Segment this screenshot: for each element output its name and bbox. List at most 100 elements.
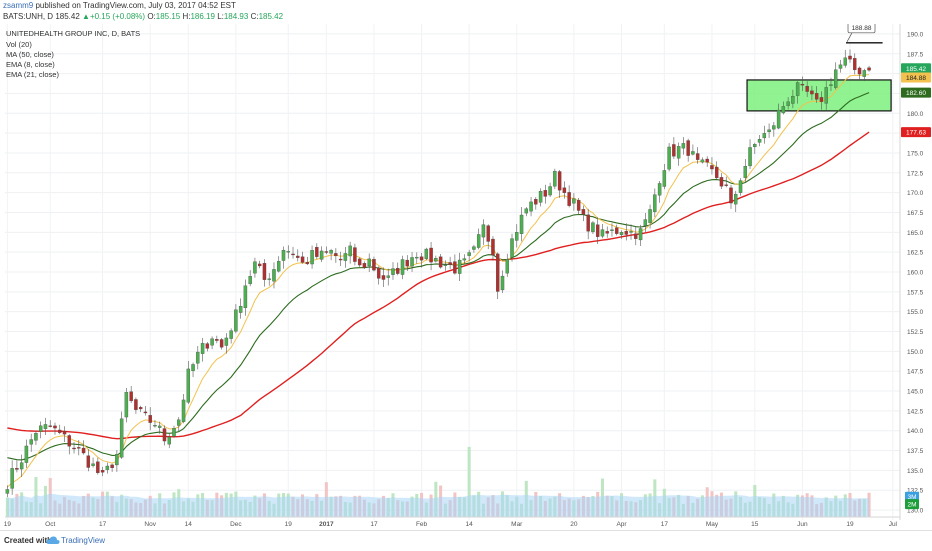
chart-header: zsamm9 published on TradingView.com, Jul… [0,0,932,24]
open-label: O: [147,12,156,21]
candle-168 [805,81,809,97]
candle-150 [719,173,724,190]
candle-55 [267,272,271,286]
candle-body-57 [277,261,281,272]
candle-68 [329,248,333,261]
candle-176 [843,49,847,68]
candle-77 [372,256,376,272]
candle-body-82 [396,267,400,274]
candle-57 [277,256,281,273]
time-tick-18: 19 [846,521,854,528]
candle-67 [324,246,329,255]
candle-115 [553,168,557,190]
candle-52 [253,257,257,278]
candle-163 [781,101,786,115]
candle-body-77 [372,259,376,271]
candle-body-78 [376,267,381,279]
candle-151 [724,176,728,188]
candle-147 [705,156,709,167]
author-link[interactable]: zsamm9 [3,1,34,10]
tradingview-link[interactable]: TradingView [61,536,106,545]
symbol-label: BATS:UNH, D [3,12,54,21]
candle-body-169 [810,90,814,95]
candle-142 [681,137,686,155]
candle-81 [391,262,395,280]
candle-body-2 [15,468,19,470]
candle-98 [472,244,476,253]
candle-body-136 [653,194,657,212]
candle-body-106 [510,238,514,258]
legend-ema8[interactable]: EMA (8, close) [6,60,55,69]
candle-91 [438,254,443,269]
time-axis[interactable]: 19 Oct 17 Nov 14 Dec 19 2017 17 Feb 14 Mar 20 Apr 17 Ma… [4,516,900,528]
candle-body-0 [5,489,10,494]
price-tick-15: 167.5 [907,210,924,217]
time-tick-16: 15 [751,521,759,528]
time-tick-12: 20 [570,521,578,528]
candle-body-98 [472,246,476,250]
candle-143 [686,138,690,162]
candle-body-53 [257,263,262,267]
published-text: published on TradingView.com, July 03, 2… [35,1,236,10]
price-axis[interactable]: 130.0 132.5 135.0 137.5 140.0 142.5 145.0 147.5… [899,24,931,520]
candle-body-109 [524,208,529,214]
candle-body-58 [281,249,286,261]
candle-body-89 [429,247,433,263]
candle-body-157 [753,144,757,148]
price-tick-20: 180.0 [907,111,924,118]
candle-body-172 [824,87,828,104]
candle-102 [491,236,495,261]
price-label-text-1: 184.88 [906,75,926,82]
candle-94 [453,254,457,275]
candle-body-81 [391,268,395,275]
created-with-text: Created with [4,536,53,545]
candle-body-13 [67,435,71,447]
candle-30 [148,407,152,431]
candle-179 [857,66,862,81]
candle-body-33 [162,428,167,442]
candle-21 [105,462,110,474]
candle-66 [319,246,324,262]
candle-body-155 [743,166,748,178]
candle-158 [757,135,762,147]
candle-41 [200,337,205,362]
legend-ma50[interactable]: MA (50, close) [6,50,54,59]
candle-body-167 [800,83,805,86]
price-label-2: 182.60 [901,87,931,98]
legend-volume[interactable]: Vol (20) [6,40,32,49]
candle-body-142 [681,143,686,149]
time-tick-19: Jul [889,521,898,528]
candle-180 [862,68,867,82]
candle-58 [281,246,286,269]
candle-87 [419,253,424,268]
candle-body-131 [629,231,633,233]
time-tick-13: Apr [616,521,627,528]
legend-ema21[interactable]: EMA (21, close) [6,70,59,79]
ema21-line [7,92,870,461]
up-arrow-icon: ▲ [82,12,90,21]
volume-label-text-1: 2M [907,502,916,509]
price-chart[interactable]: 188.88 UNITEDHEALTH GROUP INC, D, BATS V… [0,24,932,530]
candle-108 [519,206,524,242]
price-tick-17: 172.5 [907,170,924,177]
candle-body-25 [124,392,129,418]
close-value: 185.42 [258,12,284,21]
price-tick-9: 152.5 [907,329,924,336]
candle-145 [695,147,700,164]
open-value: 185.15 [155,12,181,21]
candle-62 [300,251,305,264]
candle-103 [496,252,500,300]
candle-body-28 [138,407,143,410]
candle-body-122 [586,214,590,232]
candle-83 [400,255,405,280]
candle-body-7 [38,425,43,432]
candle-body-94 [453,261,457,274]
candle-body-96 [462,258,467,261]
candle-33 [162,425,167,446]
candle-body-145 [695,153,700,160]
candle-88 [424,247,429,261]
candle-body-158 [757,139,762,143]
candle-82 [396,262,400,276]
time-tick-10: 14 [466,521,474,528]
candle-50 [243,279,248,316]
